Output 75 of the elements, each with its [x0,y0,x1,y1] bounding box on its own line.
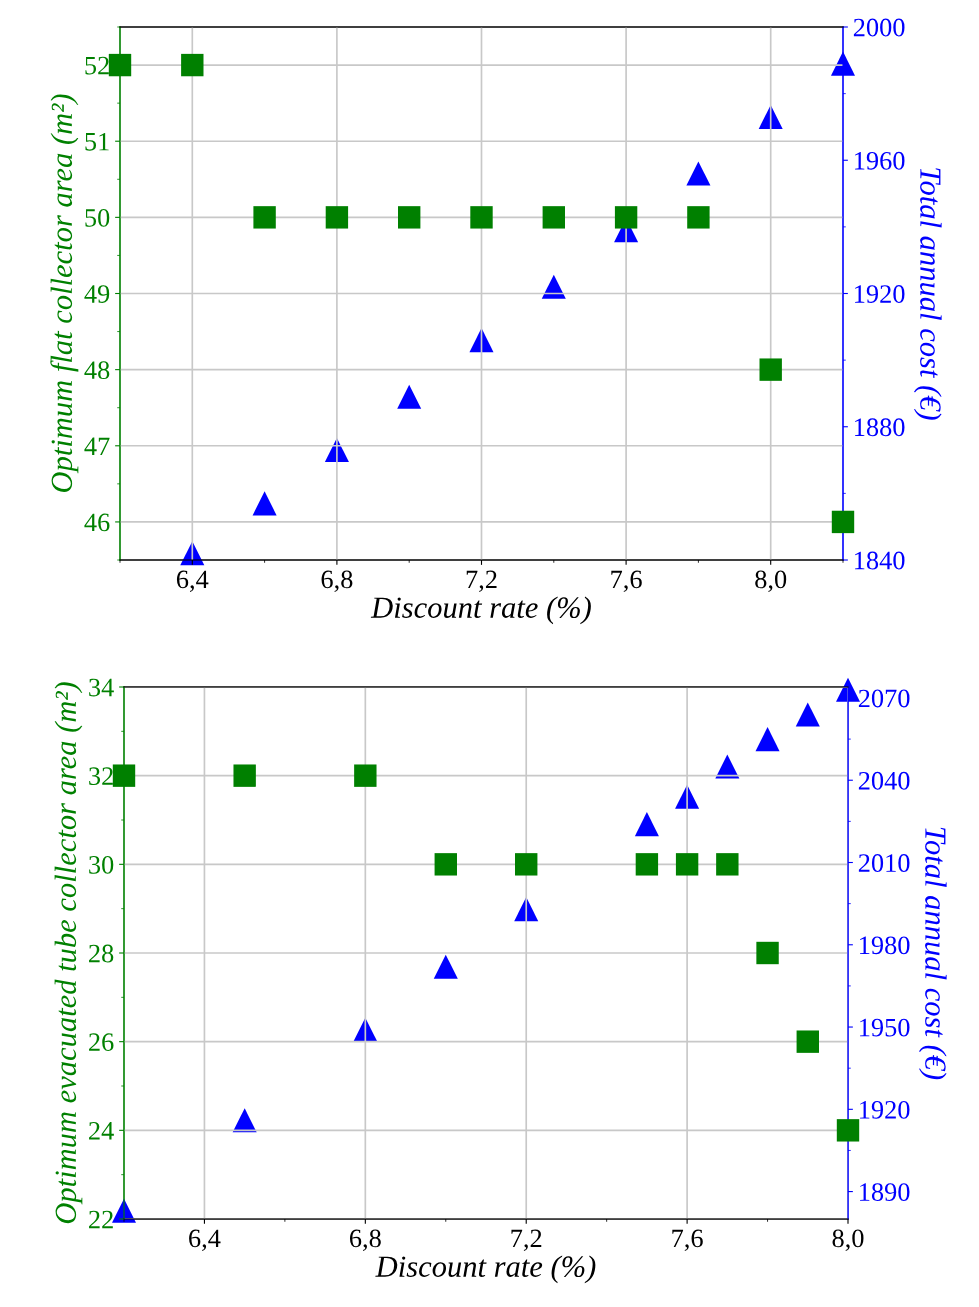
y-tick-label: 28 [89,944,114,963]
y-tick-label: 26 [89,1033,114,1052]
point [542,206,565,229]
point [252,491,277,516]
point [354,764,377,787]
point [755,727,780,752]
point [469,328,494,353]
point [675,853,699,876]
y-tick-label: 30 [89,855,114,874]
y2-tick-label: 1920 [855,285,905,303]
y2-tick-label: 1880 [855,418,905,437]
x-tick-label: 7,6 [672,1229,703,1252]
point [398,206,421,229]
point [233,764,256,787]
x-tick-label: 7,2 [466,570,497,593]
y2-tick-label: 1960 [855,151,905,170]
point [686,161,711,186]
y-tick-label: 46 [84,513,110,532]
point [831,510,855,534]
point [756,941,779,965]
y-axis-title: Optimum evacuated tube collector area (m²) [54,682,83,1224]
y-tick-label: 51 [85,132,109,151]
x-tick-label: 6,4 [176,570,209,593]
point [397,384,422,409]
point [835,677,861,702]
point [795,702,820,727]
point [796,1030,819,1053]
point [181,53,204,77]
point [325,206,349,229]
point [687,206,710,229]
point [108,53,132,77]
y2-tick-label: 2040 [858,771,910,790]
y-tick-label: 49 [84,285,110,303]
point [635,853,659,876]
x-tick-label: 7,6 [611,570,642,593]
y2-axis-title: Total annual cost (€) [913,168,942,420]
y2-tick-label: 1920 [860,1100,910,1119]
point [759,358,782,381]
y2-tick-label: 2000 [853,18,905,37]
x-tick-label: 8,0 [755,570,787,593]
y2-tick-label: 1950 [860,1018,910,1037]
y-axis-title: Optimum flat collector area (m²) [50,94,79,492]
y-tick-label: 48 [84,361,110,380]
point [253,206,276,229]
y2-tick-label: 2010 [858,854,910,872]
point [112,764,136,787]
y-tick-label: 52 [85,56,109,75]
y-tick-label: 47 [84,437,110,455]
x-tick-label: 6,8 [349,1229,381,1252]
y-tick-label: 32 [89,767,113,786]
point [614,206,638,229]
x-tick-label: 6,8 [321,570,353,593]
point [716,853,739,876]
point [836,1119,860,1142]
point [434,853,457,876]
y2-axis-title: Total annual cost (€) [918,827,947,1080]
x-axis-title: Discount rate (%) [370,596,591,625]
x-tick-label: 7,2 [511,1229,542,1252]
point [470,206,493,229]
x-tick-label: 8,0 [832,1229,864,1252]
point [634,812,659,837]
y-tick-label: 50 [85,208,110,227]
x-tick-label: 6,4 [189,1229,221,1252]
y2-tick-label: 1980 [860,936,910,955]
y-tick-label: 34 [89,678,114,697]
y2-tick-label: 1890 [860,1183,910,1201]
point [433,954,458,979]
x-axis-title: Discount rate (%) [375,1255,596,1284]
point [515,853,538,876]
point [541,274,566,299]
y-tick-label: 22 [89,1210,113,1229]
y-tick-label: 24 [89,1122,114,1140]
y2-tick-label: 1840 [855,551,905,570]
y2-tick-label: 2070 [858,689,910,708]
point [715,754,740,779]
